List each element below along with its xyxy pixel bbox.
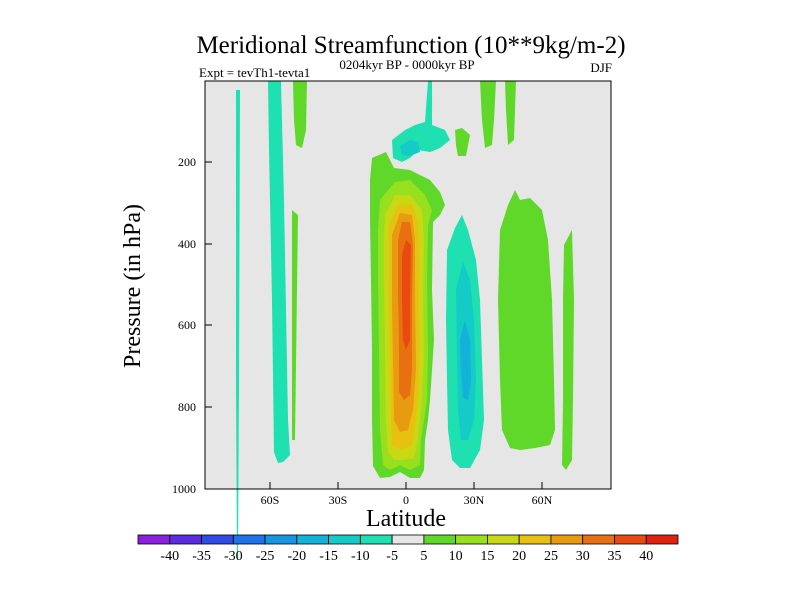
contour-positive-bit-40n [505,81,516,145]
contour-thin-line-south [236,90,240,560]
colorbar-label: 10 [449,549,463,564]
colorbar-label: -30 [224,549,243,564]
x-axis-label: Latitude [366,506,446,532]
chart-title: Meridional Streamfunction (10**9kg/m-2) [196,32,625,59]
colorbar-swatch [391,534,425,545]
y-tick-label: 200 [178,155,196,169]
contour-level-35 [402,240,411,350]
colorbar-swatch [359,534,393,545]
colorbar-swatch [645,534,679,545]
contour-negative-band-60s [268,81,290,463]
axis-ticks [205,161,543,490]
colorbar-labels: -40 -35 -30 -25 -20 -15 -10 -5 5 10 15 2… [160,549,653,564]
contour-negative-blob-top-inner [400,140,420,156]
colorbar-swatch [137,534,171,545]
contour-neg-level-15 [460,320,471,400]
x-tick-labels: 60S 30S 0 30N 60N [261,493,553,507]
colorbar-label: 20 [512,549,526,564]
colorbar-label: -15 [319,549,338,564]
colorbar-label: 30 [576,549,590,564]
colorbar-swatch [201,534,234,545]
colorbar-label: -10 [351,549,370,564]
colorbar-swatch [550,534,584,545]
colorbar-label: 40 [639,549,653,564]
y-tick-labels: 200 400 600 800 1000 [172,155,196,496]
contour-positive-band-70n [562,230,574,470]
season-label: DJF [590,60,612,75]
contour-negative-blob-top [392,81,450,162]
y-tick-label: 1000 [172,482,196,496]
y-axis-label: Pressure (in hPa) [120,204,146,368]
colorbar-label: 5 [420,549,427,564]
contour-positive-bit-20n [455,128,470,156]
x-tick-label: 30S [329,493,348,507]
colorbar-label: -35 [192,549,211,564]
colorbar-swatch [328,534,361,545]
x-tick-label: 0 [403,493,409,507]
y-tick-label: 400 [178,237,196,251]
colorbar-label: -40 [160,549,179,564]
contour-positive-band-40s [292,210,298,440]
colorbar-swatch [487,534,520,545]
x-tick-label: 60S [261,493,280,507]
colorbar-swatch [455,534,488,545]
colorbar-label: 15 [480,549,494,564]
contour-positive-band-50n [498,190,555,450]
colorbar-swatch [518,534,552,545]
colorbar-swatch [296,534,329,545]
x-tick-label: 60N [532,493,553,507]
contour-positive-bit-35n [480,81,496,148]
colorbar-swatch [614,534,647,545]
colorbar-swatch [582,534,615,545]
experiment-label: Expt = tevTh1-tevta1 [199,65,310,80]
period-label: 0204kyr BP - 0000kyr BP [339,57,474,72]
x-tick-label: 30N [464,493,485,507]
contour-positive-band-45s [293,81,307,148]
colorbar-label: 35 [607,549,621,564]
y-tick-label: 800 [178,400,196,414]
colorbar-swatch [232,534,266,545]
colorbar-label: -20 [287,549,306,564]
contour-field [236,81,574,560]
colorbar-label: 25 [544,549,558,564]
colorbar-label: -5 [386,549,398,564]
colorbar-swatch [169,534,202,545]
colorbar [137,534,679,545]
plot-frame [204,80,612,490]
colorbar-swatch [264,534,298,545]
colorbar-label: -25 [256,549,275,564]
y-tick-label: 600 [178,318,196,332]
colorbar-swatch [423,534,457,545]
